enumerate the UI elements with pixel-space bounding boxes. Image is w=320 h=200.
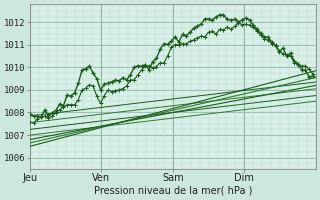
X-axis label: Pression niveau de la mer( hPa ): Pression niveau de la mer( hPa ) [94, 186, 252, 196]
